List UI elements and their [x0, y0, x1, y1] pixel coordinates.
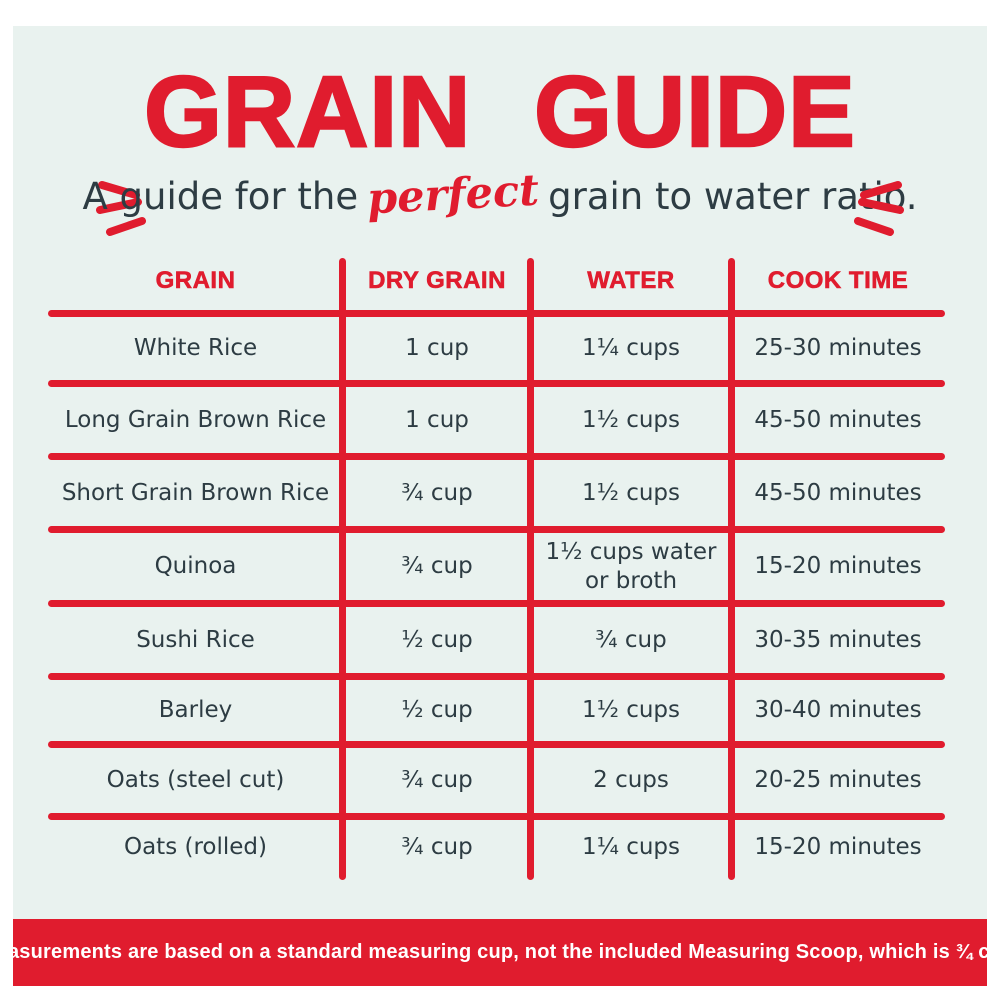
divider-horizontal	[48, 453, 945, 460]
divider-vertical	[527, 258, 534, 880]
cell-grain: Short Grain Brown Rice	[61, 479, 330, 506]
cell-time: 20-25 minutes	[754, 767, 922, 794]
cell-dry: 1 cup	[405, 335, 469, 362]
cell-dry: ¾ cup	[401, 553, 473, 580]
divider-vertical	[728, 258, 735, 880]
cell-grain: Oats (rolled)	[123, 834, 267, 861]
divider-vertical	[339, 258, 346, 880]
cell-dry: ¾ cup	[401, 834, 473, 861]
cell-water: 1¼ cups	[581, 834, 681, 861]
cell-grain: Oats (steel cut)	[106, 767, 285, 794]
cell-dry: ½ cup	[401, 626, 473, 653]
cell-water: 1½ cups	[581, 479, 681, 506]
cell-dry: ¾ cup	[401, 767, 473, 794]
cell-water: 1¼ cups	[581, 335, 681, 362]
emphasis-rays-left-icon	[96, 181, 146, 236]
cell-time: 30-35 minutes	[754, 626, 922, 653]
cell-time: 15-20 minutes	[754, 553, 922, 580]
cell-water: 1½ cups	[581, 697, 681, 724]
cell-grain: Sushi Rice	[136, 626, 255, 653]
cell-time: 15-20 minutes	[754, 834, 922, 861]
subtitle-prefix: A guide for the	[82, 175, 359, 218]
cell-grain: Quinoa	[154, 553, 237, 580]
table-header-row: GRAIN DRY GRAIN WATER COOK TIME	[0, 262, 1000, 300]
divider-horizontal	[48, 310, 945, 317]
divider-horizontal	[48, 741, 945, 748]
cell-water: ¾ cup	[595, 626, 667, 653]
header-cook-time: COOK TIME	[767, 267, 909, 295]
header-grain: GRAIN	[155, 267, 236, 295]
cell-dry: 1 cup	[405, 406, 469, 433]
cell-time: 30-40 minutes	[754, 697, 922, 724]
cell-water: 2 cups	[593, 767, 669, 794]
cell-water: 1½ cups water or broth	[545, 538, 717, 594]
cell-grain: White Rice	[133, 335, 258, 362]
divider-horizontal	[48, 380, 945, 387]
cell-grain: Long Grain Brown Rice	[64, 406, 327, 433]
cell-dry: ¾ cup	[401, 479, 473, 506]
cell-time: 45-50 minutes	[754, 406, 922, 433]
cell-dry: ½ cup	[401, 697, 473, 724]
header-dry-grain: DRY GRAIN	[368, 267, 506, 295]
cell-time: 25-30 minutes	[754, 335, 922, 362]
divider-horizontal	[48, 673, 945, 680]
footer-banner: Measurements are based on a standard mea…	[0, 919, 1000, 986]
subtitle-highlight: perfect	[365, 165, 541, 225]
divider-horizontal	[48, 813, 945, 820]
poster-background-panel	[13, 26, 987, 919]
cell-time: 45-50 minutes	[754, 479, 922, 506]
cell-water: 1½ cups	[581, 406, 681, 433]
divider-horizontal	[48, 526, 945, 533]
divider-horizontal	[48, 600, 945, 607]
page-title: GRAIN GUIDE	[143, 56, 856, 168]
emphasis-rays-right-icon	[854, 181, 904, 236]
cell-grain: Barley	[158, 697, 233, 724]
subtitle-suffix: grain to water ratio.	[548, 175, 918, 218]
header-water: WATER	[587, 267, 675, 295]
footer-note: Measurements are based on a standard mea…	[0, 941, 1000, 963]
subtitle: A guide for the perfect grain to water r…	[0, 166, 1000, 225]
